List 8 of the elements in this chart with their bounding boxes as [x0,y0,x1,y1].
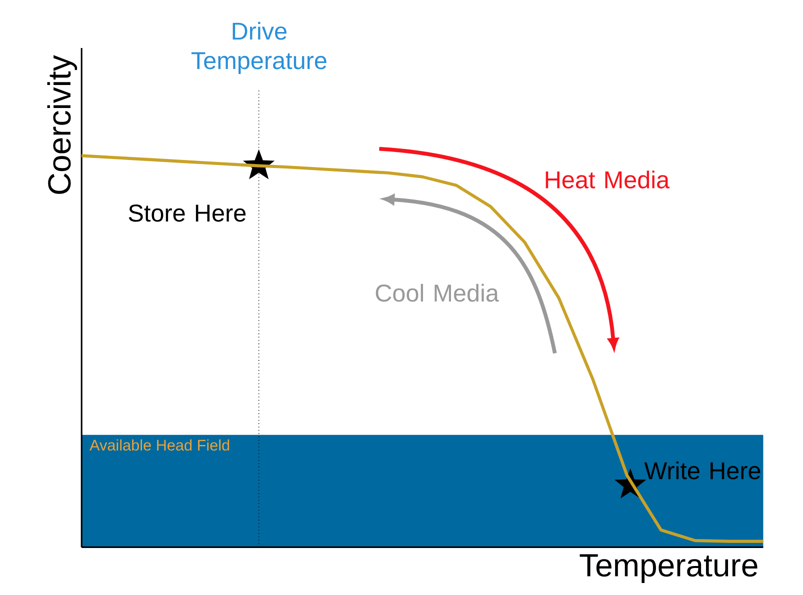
annotation: Store Here [128,204,246,222]
annotation: Write Here [644,461,760,480]
annotation: Heat Media [546,170,670,188]
x-axis-title: Temperature [580,554,758,583]
annotation: Cool Media [376,284,499,302]
band-label: Available Head Field [90,439,230,451]
text: Drive Temperature [191,22,326,74]
y-axis-title: Coercivity [47,55,78,194]
